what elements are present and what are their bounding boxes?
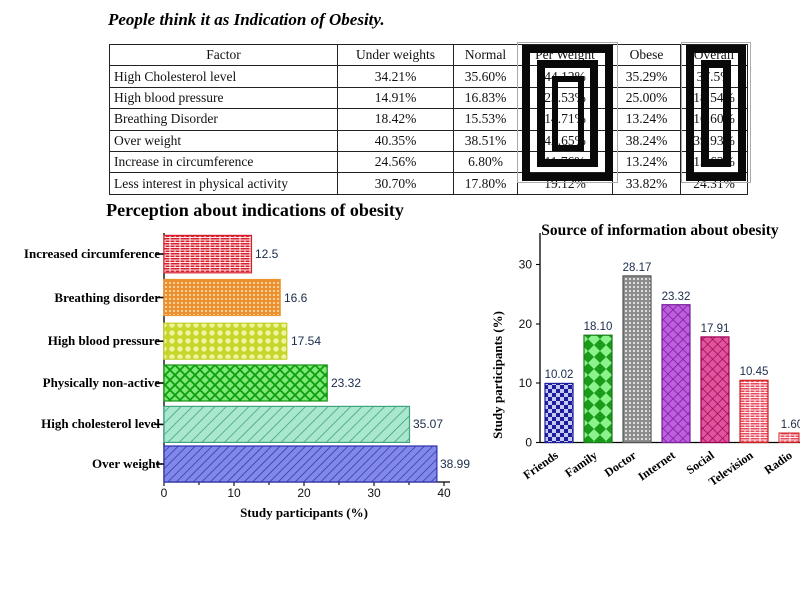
svg-text:Increased circumference: Increased circumference — [24, 246, 160, 261]
svg-text:28.17: 28.17 — [623, 262, 652, 274]
svg-text:38.99: 38.99 — [440, 457, 470, 471]
svg-text:18.10: 18.10 — [584, 321, 613, 333]
svg-text:Study participants (%): Study participants (%) — [490, 311, 505, 439]
svg-text:High cholesterol level: High cholesterol level — [41, 416, 160, 431]
svg-text:Study participants (%): Study participants (%) — [240, 505, 368, 520]
svg-text:23.32: 23.32 — [662, 291, 691, 303]
svg-text:20: 20 — [519, 317, 533, 331]
svg-text:0: 0 — [161, 486, 168, 500]
svg-text:High blood pressure: High blood pressure — [48, 333, 160, 348]
svg-text:Radio: Radio — [762, 448, 795, 477]
svg-text:30: 30 — [367, 486, 381, 500]
svg-text:Doctor: Doctor — [602, 448, 640, 480]
svg-text:17.91: 17.91 — [701, 323, 730, 335]
svg-text:35.07: 35.07 — [413, 417, 443, 431]
svg-text:10.45: 10.45 — [740, 366, 769, 378]
svg-text:10: 10 — [227, 486, 241, 500]
svg-text:30: 30 — [519, 258, 533, 272]
svg-text:20: 20 — [297, 486, 311, 500]
svg-text:Over weight: Over weight — [92, 456, 161, 471]
svg-text:Family: Family — [562, 448, 600, 480]
svg-text:0: 0 — [525, 436, 532, 450]
svg-text:Friends: Friends — [520, 448, 561, 482]
svg-text:Internet: Internet — [635, 448, 677, 484]
svg-text:Breathing disorder: Breathing disorder — [54, 290, 160, 305]
svg-text:10: 10 — [519, 376, 533, 390]
svg-text:17.54: 17.54 — [291, 334, 321, 348]
svg-text:1.60: 1.60 — [781, 419, 800, 431]
svg-text:10.02: 10.02 — [545, 369, 574, 381]
svg-text:40: 40 — [437, 486, 451, 500]
svg-text:Physically non-active: Physically non-active — [43, 375, 161, 390]
svg-text:23.32: 23.32 — [331, 376, 361, 390]
svg-text:Television: Television — [706, 448, 756, 489]
svg-text:12.5: 12.5 — [255, 247, 279, 261]
svg-text:16.6: 16.6 — [284, 291, 308, 305]
